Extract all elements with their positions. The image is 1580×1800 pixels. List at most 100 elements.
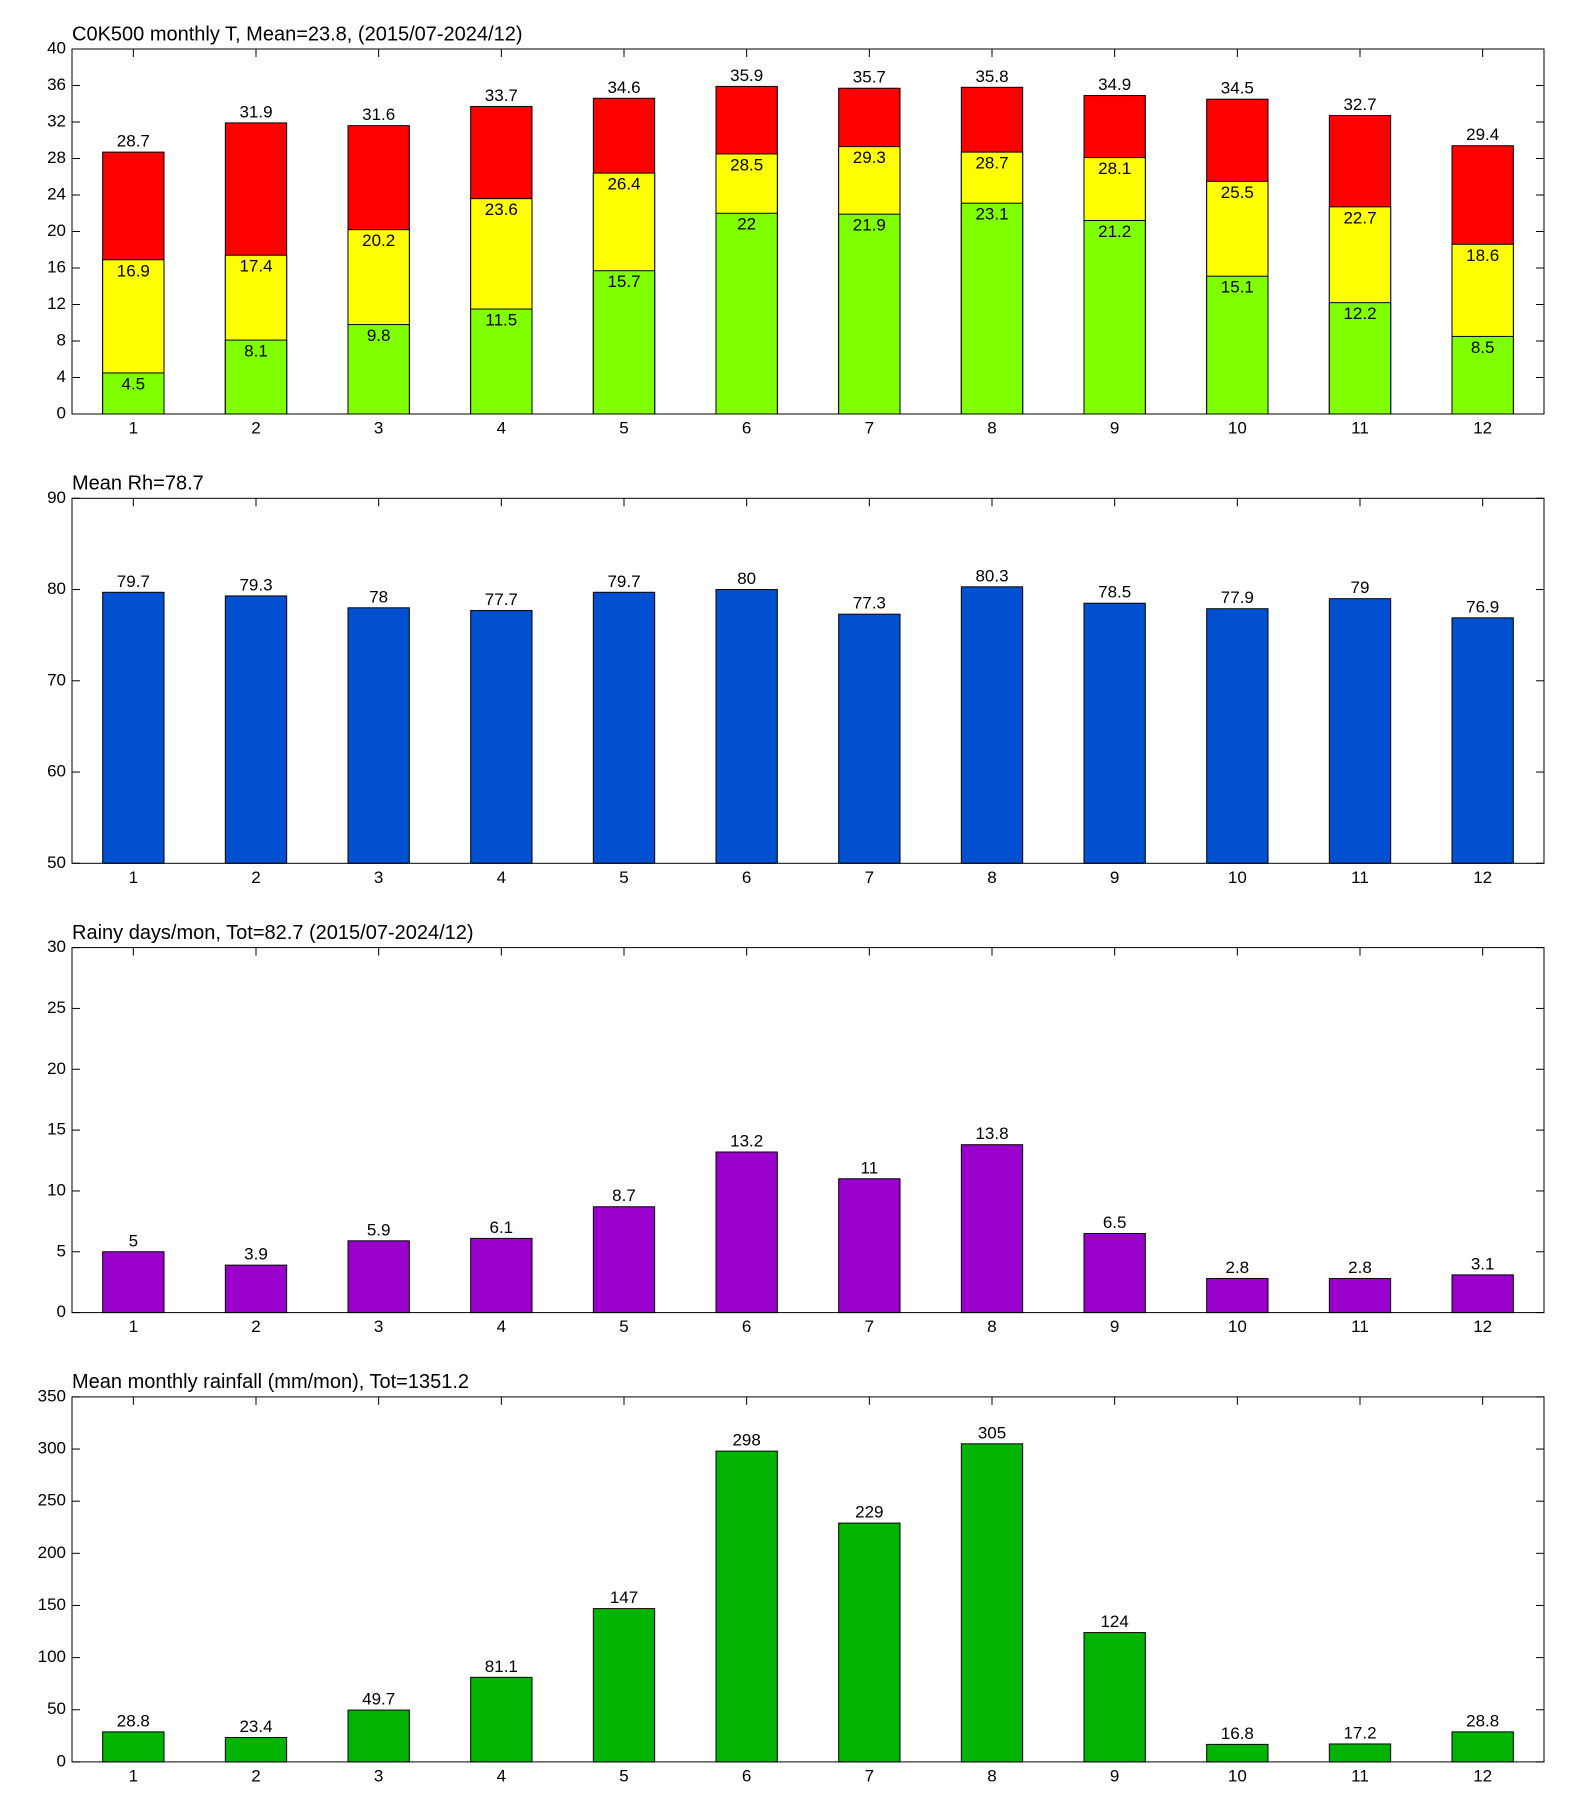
x-tick-label: 11 bbox=[1351, 1766, 1369, 1785]
x-tick-label: 3 bbox=[374, 1766, 383, 1785]
x-tick-label: 2 bbox=[251, 1766, 260, 1785]
bar bbox=[224, 1736, 288, 1763]
bar bbox=[347, 1709, 410, 1763]
x-tick-label: 1 bbox=[129, 418, 138, 437]
y-tick-label: 80 bbox=[47, 579, 66, 598]
x-tick-label: 6 bbox=[742, 868, 751, 887]
bar bbox=[960, 586, 1024, 864]
x-tick-label: 12 bbox=[1473, 1766, 1492, 1785]
data-label: 34.5 bbox=[1221, 79, 1254, 98]
y-tick-label: 70 bbox=[47, 670, 66, 689]
bar bbox=[102, 1731, 165, 1763]
x-tick-label: 1 bbox=[129, 1317, 138, 1336]
axes-frame bbox=[71, 947, 1545, 1314]
bar bbox=[960, 1443, 1024, 1763]
x-tick-label: 10 bbox=[1228, 868, 1247, 887]
x-tick-label: 4 bbox=[497, 1317, 506, 1336]
data-label: 23.6 bbox=[485, 200, 518, 219]
x-tick-label: 3 bbox=[374, 1317, 383, 1336]
axes-frame bbox=[71, 1396, 1545, 1763]
x-tick-label: 5 bbox=[619, 418, 628, 437]
data-label: 22 bbox=[737, 215, 756, 234]
y-tick-label: 20 bbox=[47, 1059, 66, 1078]
bar bbox=[1328, 1743, 1392, 1763]
data-label: 8.1 bbox=[244, 342, 268, 361]
chart-title: C0K500 monthly T, Mean=23.8, (2015/07-20… bbox=[72, 23, 523, 45]
data-label: 16.9 bbox=[117, 261, 150, 280]
y-tick-label: 28 bbox=[47, 148, 66, 167]
bar bbox=[347, 324, 410, 415]
y-tick-label: 0 bbox=[57, 403, 66, 422]
y-tick-label: 90 bbox=[47, 488, 66, 507]
data-label: 5 bbox=[129, 1231, 138, 1250]
x-tick-label: 2 bbox=[251, 418, 260, 437]
bar bbox=[470, 308, 533, 415]
bar bbox=[102, 591, 165, 864]
data-label: 35.8 bbox=[975, 67, 1008, 86]
x-tick-label: 6 bbox=[742, 1766, 751, 1785]
bar bbox=[715, 589, 778, 864]
data-label: 12.2 bbox=[1343, 304, 1376, 323]
bar bbox=[592, 270, 656, 415]
bar bbox=[592, 1608, 656, 1763]
data-label: 28.1 bbox=[1098, 159, 1131, 178]
data-label: 16.8 bbox=[1221, 1724, 1254, 1743]
data-label: 33.7 bbox=[485, 86, 518, 105]
bar bbox=[224, 339, 288, 415]
bar bbox=[1206, 608, 1269, 864]
y-tick-label: 150 bbox=[38, 1595, 66, 1614]
bar bbox=[102, 372, 165, 415]
data-label: 35.7 bbox=[853, 68, 886, 87]
y-tick-label: 60 bbox=[47, 762, 66, 781]
y-tick-label: 15 bbox=[47, 1120, 66, 1139]
bar bbox=[838, 613, 901, 864]
data-label: 77.3 bbox=[853, 594, 886, 613]
chart-title: Mean Rh=78.7 bbox=[72, 473, 204, 495]
data-label: 28.7 bbox=[975, 154, 1008, 173]
data-label: 79.7 bbox=[607, 572, 640, 591]
data-label: 80.3 bbox=[975, 566, 1008, 585]
bar bbox=[347, 607, 410, 864]
y-tick-label: 50 bbox=[47, 1699, 66, 1718]
chart-title: Rainy days/mon, Tot=82.7 (2015/07-2024/1… bbox=[72, 922, 474, 944]
data-label: 11.5 bbox=[485, 311, 517, 330]
data-label: 2.8 bbox=[1348, 1258, 1372, 1277]
x-tick-label: 4 bbox=[497, 418, 506, 437]
bar bbox=[1451, 335, 1514, 415]
data-label: 298 bbox=[732, 1431, 760, 1450]
data-label: 229 bbox=[855, 1503, 883, 1522]
y-tick-label: 24 bbox=[47, 184, 66, 203]
x-tick-label: 2 bbox=[251, 1317, 260, 1336]
data-label: 77.7 bbox=[485, 590, 518, 609]
data-label: 34.6 bbox=[607, 78, 640, 97]
bar bbox=[960, 1144, 1024, 1314]
data-label: 29.3 bbox=[853, 148, 886, 167]
x-tick-label: 5 bbox=[619, 1317, 628, 1336]
y-tick-label: 350 bbox=[38, 1386, 66, 1405]
x-tick-label: 9 bbox=[1110, 418, 1119, 437]
data-label: 79 bbox=[1351, 578, 1370, 597]
x-tick-label: 11 bbox=[1351, 868, 1369, 887]
x-tick-label: 6 bbox=[742, 418, 751, 437]
data-label: 79.3 bbox=[239, 575, 272, 594]
data-label: 31.9 bbox=[239, 102, 272, 121]
bar bbox=[960, 202, 1024, 415]
y-tick-label: 50 bbox=[47, 853, 66, 872]
bar bbox=[1451, 1731, 1514, 1763]
data-label: 29.4 bbox=[1466, 125, 1499, 144]
x-tick-label: 12 bbox=[1473, 418, 1492, 437]
x-tick-label: 12 bbox=[1473, 1317, 1492, 1336]
x-tick-label: 7 bbox=[865, 868, 874, 887]
data-label: 6.5 bbox=[1103, 1213, 1127, 1232]
data-label: 34.9 bbox=[1098, 75, 1131, 94]
data-label: 5.9 bbox=[367, 1220, 391, 1239]
data-label: 26.4 bbox=[607, 175, 640, 194]
data-label: 32.7 bbox=[1343, 95, 1376, 114]
data-label: 23.1 bbox=[975, 205, 1008, 224]
x-tick-label: 3 bbox=[374, 418, 383, 437]
y-tick-label: 20 bbox=[47, 221, 66, 240]
bar bbox=[1083, 220, 1146, 415]
data-label: 3.9 bbox=[244, 1245, 268, 1264]
x-tick-label: 1 bbox=[129, 868, 138, 887]
x-tick-label: 5 bbox=[619, 1766, 628, 1785]
